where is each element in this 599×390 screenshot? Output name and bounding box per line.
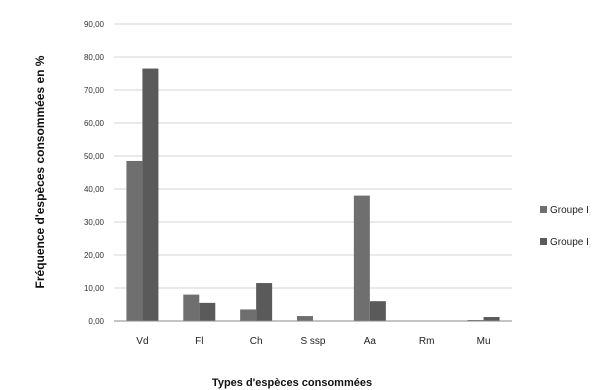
y-tick-label: 80,00 bbox=[84, 53, 105, 62]
y-tick-label: 60,00 bbox=[84, 119, 105, 128]
y-tick-label: 50,00 bbox=[84, 152, 105, 161]
x-category-label: Ch bbox=[250, 336, 263, 347]
legend-label: Groupe I bbox=[550, 237, 589, 248]
bar bbox=[483, 317, 500, 321]
legend-swatch bbox=[540, 238, 547, 245]
x-category-labels: Vd Fl Ch S ssp Aa Rm Mu bbox=[136, 336, 490, 347]
bar bbox=[353, 195, 370, 321]
y-tick-label: 70,00 bbox=[84, 86, 105, 95]
bar bbox=[256, 283, 273, 321]
x-category-label: Vd bbox=[136, 336, 148, 347]
y-tick-label: 20,00 bbox=[84, 251, 105, 260]
bar bbox=[240, 309, 257, 321]
x-category-label: S ssp bbox=[300, 336, 325, 347]
legend-swatch bbox=[540, 206, 547, 213]
bar bbox=[142, 68, 159, 321]
bar bbox=[183, 294, 200, 321]
bars bbox=[126, 68, 500, 321]
bar bbox=[199, 302, 216, 321]
y-tick-label: 10,00 bbox=[84, 284, 105, 293]
y-tick-labels: 0,00 10,00 20,00 30,00 40,00 50,00 60,00 70,00 8… bbox=[84, 20, 105, 326]
bar bbox=[126, 160, 143, 321]
x-category-label: Rm bbox=[419, 336, 435, 347]
x-category-label: Mu bbox=[477, 336, 491, 347]
legend: Groupe I Groupe I bbox=[540, 205, 589, 248]
bar bbox=[369, 301, 386, 321]
y-tick-label: 40,00 bbox=[84, 185, 105, 194]
y-axis-title: Fréquence d'espèces consommées en % bbox=[33, 55, 47, 288]
x-category-label: Aa bbox=[364, 336, 377, 347]
legend-label: Groupe I bbox=[550, 205, 589, 216]
y-tick-label: 30,00 bbox=[84, 218, 105, 227]
y-tick-label: 0,00 bbox=[88, 317, 104, 326]
gridlines bbox=[114, 23, 512, 289]
y-tick-label: 90,00 bbox=[84, 20, 105, 29]
x-axis-title: Types d'espèces consommées bbox=[212, 377, 372, 389]
x-category-label: Fl bbox=[195, 336, 203, 347]
bar bbox=[297, 316, 313, 321]
